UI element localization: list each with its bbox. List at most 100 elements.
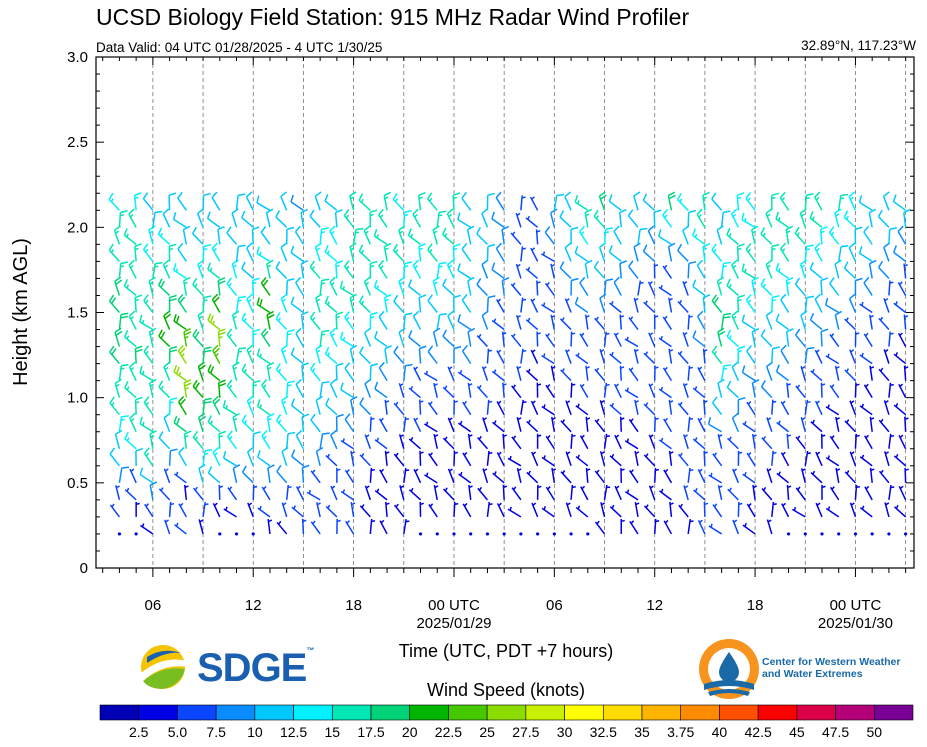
wind-barb-half-feather	[581, 485, 586, 490]
wind-barb-feather	[163, 361, 171, 368]
wind-barb-half-feather	[816, 349, 820, 353]
wind-barb-half-feather	[815, 196, 820, 201]
wind-barb-shaft	[369, 365, 372, 381]
wind-barb-shaft	[399, 485, 405, 501]
wind-barb-half-feather	[552, 468, 557, 472]
wind-barb-feather	[139, 314, 143, 323]
wind-barb-shaft	[290, 201, 304, 211]
wind-barb-half-feather	[497, 349, 502, 354]
wind-barb-shaft	[878, 266, 890, 279]
wind-barb-feather	[741, 212, 745, 221]
wind-barb-half-feather	[385, 451, 390, 455]
wind-barb-shaft	[742, 422, 756, 433]
wind-barb-shaft	[829, 435, 840, 450]
wind-barb-feather	[158, 329, 163, 337]
wind-barb-half-feather	[429, 248, 433, 253]
wind-barb-feather	[608, 245, 613, 253]
wind-barb-feather	[370, 260, 378, 265]
wind-barb-feather	[806, 193, 814, 197]
wind-barb-half-feather	[350, 247, 355, 251]
wind-barb-half-feather	[827, 506, 831, 511]
wind-barb-half-feather	[611, 504, 615, 509]
wind-barb-feather	[772, 295, 780, 299]
calm-wind-dot	[887, 532, 891, 536]
wind-barb-feather	[335, 209, 343, 214]
wind-barb-half-feather	[120, 214, 124, 217]
wind-barb-shaft	[829, 283, 840, 296]
wind-barb-shaft	[904, 467, 907, 483]
wind-barb-feather	[207, 415, 212, 423]
wind-barb-feather	[741, 314, 746, 322]
wind-barb-half-feather	[130, 264, 134, 269]
wind-barb-half-feather	[425, 421, 429, 426]
wind-barb-feather	[737, 294, 745, 299]
calm-wind-dot	[904, 532, 908, 536]
wind-barb-shaft	[608, 251, 622, 262]
wind-barb-feather	[178, 396, 185, 403]
wind-barb-shaft	[374, 286, 388, 297]
wind-barb-half-feather	[884, 349, 889, 353]
wind-barb-half-feather	[130, 315, 134, 320]
wind-barb-feather	[207, 262, 212, 270]
wind-barb-half-feather	[762, 232, 766, 237]
wind-barb-half-feather	[228, 384, 233, 389]
wind-barb-shaft	[207, 472, 221, 484]
wind-barb-shaft	[369, 518, 373, 534]
wind-barb-half-feather	[884, 400, 889, 404]
wind-barb-feather	[241, 210, 246, 218]
wind-barb-feather	[207, 313, 212, 321]
wind-barb-half-feather	[660, 437, 664, 442]
wind-barb-feather	[653, 209, 662, 214]
calm-wind-dot	[234, 532, 239, 536]
wind-barb-feather	[633, 242, 641, 248]
wind-barb-shaft	[340, 287, 354, 297]
wind-barb-half-feather	[360, 198, 364, 203]
x-tick-sublabel: 2025/01/30	[818, 615, 893, 632]
wind-barb-feather	[404, 312, 413, 316]
wind-barb-feather	[564, 191, 572, 198]
wind-barb-feather	[461, 191, 467, 199]
calm-wind-dot	[853, 532, 858, 536]
calm-wind-dot	[485, 532, 490, 536]
wind-barb-half-feather	[620, 417, 625, 420]
wind-barb-feather	[343, 209, 350, 216]
wind-barb-shaft	[123, 234, 137, 245]
wind-barb-half-feather	[836, 468, 841, 472]
wind-barb-half-feather	[766, 264, 771, 269]
wind-barb-shaft	[149, 484, 154, 500]
wind-barb-half-feather	[669, 400, 674, 404]
wind-barb-feather	[232, 361, 240, 367]
wind-barb-shaft	[124, 285, 137, 297]
wind-barb-half-feather	[885, 502, 890, 506]
wind-barb-half-feather	[419, 451, 424, 455]
wind-barb-shaft	[848, 298, 857, 313]
wind-barb-shaft	[246, 451, 254, 467]
legend-swatch	[719, 704, 759, 721]
wind-barb-shaft	[776, 371, 789, 382]
wind-barb-half-feather	[384, 247, 389, 251]
wind-barb-half-feather	[410, 386, 414, 390]
wind-barb-half-feather	[895, 504, 899, 509]
wind-barb-feather	[149, 481, 158, 486]
wind-barb-shaft	[251, 280, 254, 296]
wind-barb-half-feather	[615, 332, 619, 336]
wind-barb-shaft	[118, 212, 122, 228]
wind-barb-half-feather	[880, 367, 884, 372]
wind-barb-shaft	[687, 212, 690, 228]
wind-barb-half-feather	[889, 332, 894, 335]
wind-barb-feather	[726, 227, 731, 236]
wind-barb-shaft	[530, 400, 539, 416]
wind-barb-half-feather	[713, 350, 718, 355]
wind-barb-shaft	[325, 353, 338, 365]
wind-barb-shaft	[315, 400, 321, 415]
wind-barb-half-feather	[175, 471, 179, 476]
wind-barb-half-feather	[262, 485, 267, 490]
wind-barb-shaft	[301, 365, 305, 381]
wind-barb-half-feather	[856, 485, 861, 489]
wind-barb-feather	[149, 327, 157, 333]
wind-barb-shaft	[256, 354, 271, 365]
wind-barb-shaft	[427, 249, 438, 262]
wind-barb-shaft	[481, 264, 489, 279]
wind-barb-shaft	[241, 268, 254, 279]
wind-barb-shaft	[643, 250, 656, 262]
